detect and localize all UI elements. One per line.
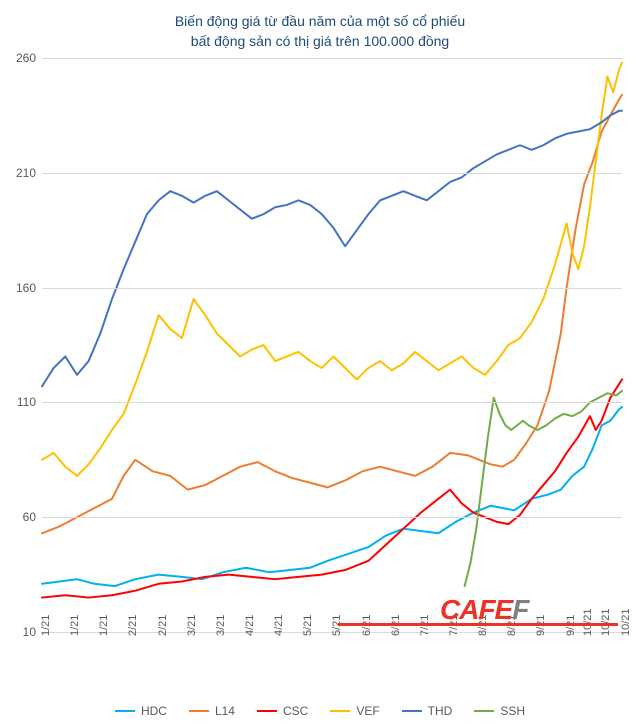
legend-swatch [257, 710, 277, 713]
legend-item-csc: CSC [257, 704, 308, 718]
series-line-csc [42, 379, 622, 597]
legend-swatch [115, 710, 135, 713]
legend-item-thd: THD [402, 704, 453, 718]
grid-line-y [42, 58, 622, 59]
legend-swatch [330, 710, 350, 713]
legend-label: HDC [141, 704, 167, 718]
grid-line-y [42, 173, 622, 174]
legend-swatch [189, 710, 209, 713]
x-axis-tick: 2/21 [157, 615, 169, 636]
x-axis-tick: 1/21 [98, 615, 110, 636]
watermark-text-b: F [512, 594, 528, 626]
x-axis-tick: 3/21 [186, 615, 198, 636]
y-axis-tick: 60 [23, 510, 42, 524]
stock-price-chart: Biến động giá từ đầu năm của một số cổ p… [0, 0, 640, 724]
legend-label: VEF [356, 704, 379, 718]
grid-line-y [42, 402, 622, 403]
x-axis-tick: 4/21 [273, 615, 285, 636]
grid-line-y [42, 517, 622, 518]
chart-title-line1: Biến động giá từ đầu năm của một số cổ p… [175, 13, 465, 29]
legend-item-vef: VEF [330, 704, 379, 718]
y-axis-tick: 210 [16, 166, 42, 180]
x-axis-tick: 2/21 [127, 615, 139, 636]
plot-area: 10601101602102601/211/211/212/212/213/21… [42, 58, 622, 632]
watermark-text-a: CAFE [440, 594, 512, 626]
x-axis-tick: 1/21 [69, 615, 81, 636]
chart-title-line2: bất động sản có thị giá trên 100.000 đồn… [191, 33, 449, 49]
series-line-thd [42, 111, 622, 387]
x-axis-tick: 4/21 [244, 615, 256, 636]
legend-item-hdc: HDC [115, 704, 167, 718]
series-line-hdc [42, 407, 622, 586]
x-axis-tick: 1/21 [40, 615, 52, 636]
legend-item-ssh: SSH [474, 704, 525, 718]
chart-lines [42, 58, 622, 632]
x-axis-tick: 5/21 [302, 615, 314, 636]
x-axis-tick: 10/21 [620, 608, 632, 636]
legend-label: CSC [283, 704, 308, 718]
cafef-watermark: CAFEF [440, 594, 528, 626]
legend-label: THD [428, 704, 453, 718]
legend-item-l14: L14 [189, 704, 235, 718]
y-axis-tick: 110 [17, 395, 42, 409]
y-axis-tick: 260 [16, 51, 42, 65]
legend-swatch [402, 710, 422, 713]
legend-label: SSH [500, 704, 525, 718]
legend-label: L14 [215, 704, 235, 718]
watermark-bar [338, 623, 618, 626]
legend-swatch [474, 710, 494, 713]
series-line-ssh [465, 391, 622, 586]
chart-title: Biến động giá từ đầu năm của một số cổ p… [0, 0, 640, 51]
y-axis-tick: 160 [16, 281, 42, 295]
series-line-vef [42, 63, 622, 476]
x-axis-tick: 3/21 [215, 615, 227, 636]
grid-line-y [42, 288, 622, 289]
chart-legend: HDC L14 CSC VEF THD SSH [0, 704, 640, 718]
